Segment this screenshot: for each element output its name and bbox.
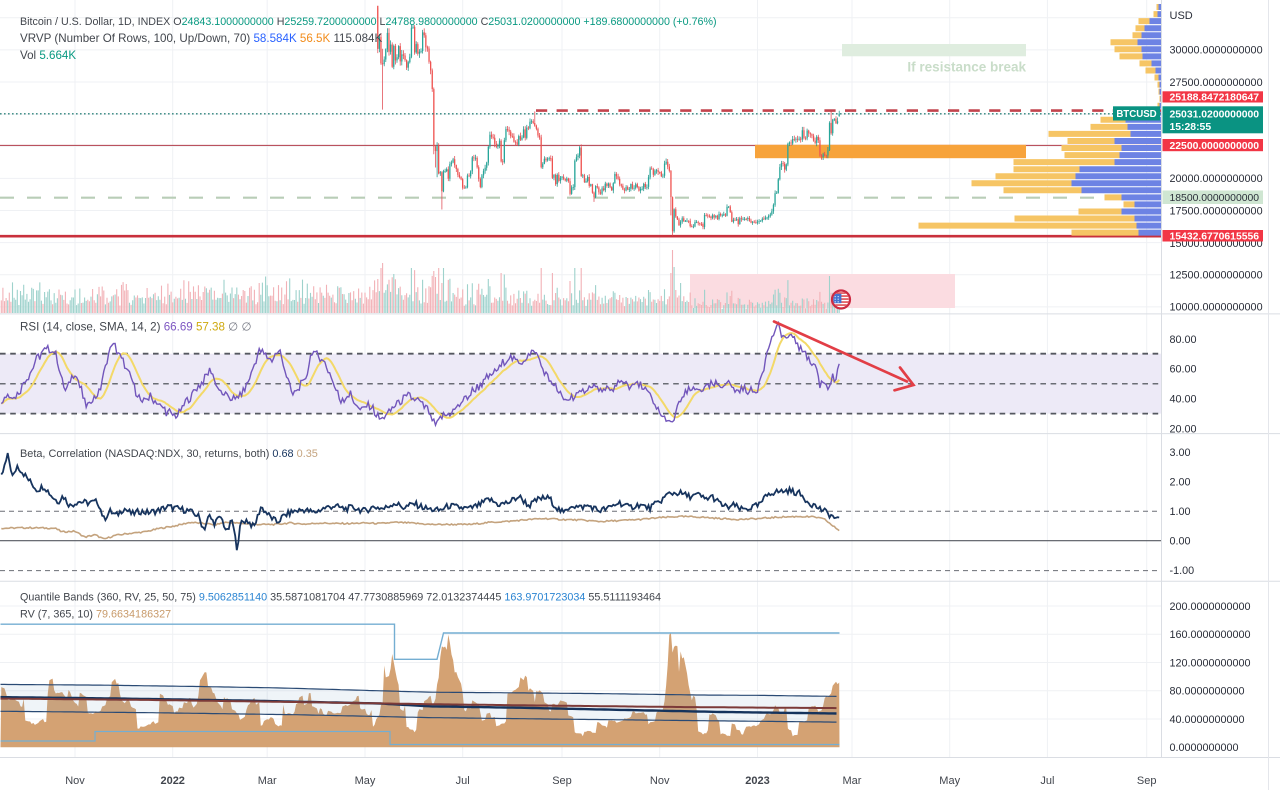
svg-text:Sep: Sep	[552, 775, 572, 787]
svg-text:30000.0000000000: 30000.0000000000	[1170, 45, 1263, 57]
svg-text:0.00: 0.00	[1170, 536, 1191, 548]
svg-text:Beta, Correlation (NASDAQ:NDX,: Beta, Correlation (NASDAQ:NDX, 30, retur…	[20, 448, 318, 460]
svg-text:VRVP (Number Of Rows, 100, Up/: VRVP (Number Of Rows, 100, Up/Down, 70) …	[20, 32, 382, 45]
svg-text:120.0000000000: 120.0000000000	[1170, 657, 1251, 669]
svg-text:0.0000000000: 0.0000000000	[1170, 742, 1239, 754]
svg-text:27500.0000000000: 27500.0000000000	[1170, 77, 1263, 89]
svg-text:18500.0000000000: 18500.0000000000	[1170, 193, 1260, 204]
svg-text:200.0000000000: 200.0000000000	[1170, 601, 1251, 613]
svg-text:40.00: 40.00	[1170, 394, 1197, 406]
svg-text:2023: 2023	[745, 775, 769, 787]
svg-text:2.00: 2.00	[1170, 476, 1191, 488]
svg-text:RSI (14, close, SMA, 14, 2) 66: RSI (14, close, SMA, 14, 2) 66.69 57.38 …	[20, 321, 252, 334]
svg-text:Quantile Bands (360, RV, 25, 5: Quantile Bands (360, RV, 25, 50, 75) 9.5…	[20, 592, 661, 604]
svg-text:80.0000000000: 80.0000000000	[1170, 686, 1245, 698]
svg-text:May: May	[355, 775, 376, 787]
svg-text:40.0000000000: 40.0000000000	[1170, 714, 1245, 726]
svg-text:USD: USD	[1170, 10, 1193, 22]
svg-text:60.00: 60.00	[1170, 364, 1197, 376]
svg-text:Bitcoin / U.S. Dollar, 1D, IND: Bitcoin / U.S. Dollar, 1D, INDEX O24843.…	[20, 16, 717, 28]
svg-text:20.00: 20.00	[1170, 423, 1197, 435]
svg-text:22500.0000000000: 22500.0000000000	[1170, 141, 1260, 152]
svg-text:1.00: 1.00	[1170, 506, 1191, 518]
svg-text:BTCUSD: BTCUSD	[1116, 109, 1156, 120]
svg-text:RV (7, 365, 10) 79.6634186327: RV (7, 365, 10) 79.6634186327	[20, 609, 171, 621]
svg-text:May: May	[939, 775, 960, 787]
svg-text:17500.0000000000: 17500.0000000000	[1170, 205, 1263, 217]
svg-text:15:28:55: 15:28:55	[1170, 122, 1212, 133]
svg-text:Nov: Nov	[650, 775, 670, 787]
svg-text:Jul: Jul	[456, 775, 470, 787]
svg-text:25031.0200000000: 25031.0200000000	[1170, 110, 1260, 121]
svg-text:-1.00: -1.00	[1170, 565, 1195, 577]
svg-text:If resistance break: If resistance break	[907, 60, 1026, 75]
svg-text:3.00: 3.00	[1170, 447, 1191, 459]
svg-text:Vol 5.664K: Vol 5.664K	[20, 49, 76, 62]
svg-text:160.0000000000: 160.0000000000	[1170, 629, 1251, 641]
svg-text:Mar: Mar	[258, 775, 277, 787]
svg-text:12500.0000000000: 12500.0000000000	[1170, 270, 1263, 282]
svg-text:Jul: Jul	[1040, 775, 1054, 787]
svg-text:Nov: Nov	[65, 775, 85, 787]
svg-text:15432.6770615556: 15432.6770615556	[1170, 231, 1260, 242]
svg-text:Mar: Mar	[843, 775, 862, 787]
svg-text:Sep: Sep	[1137, 775, 1157, 787]
svg-text:10000.0000000000: 10000.0000000000	[1170, 302, 1263, 314]
svg-text:80.00: 80.00	[1170, 334, 1197, 346]
svg-text:25188.8472180647: 25188.8472180647	[1170, 93, 1260, 104]
svg-text:20000.0000000000: 20000.0000000000	[1170, 173, 1263, 185]
svg-text:2022: 2022	[160, 775, 184, 787]
